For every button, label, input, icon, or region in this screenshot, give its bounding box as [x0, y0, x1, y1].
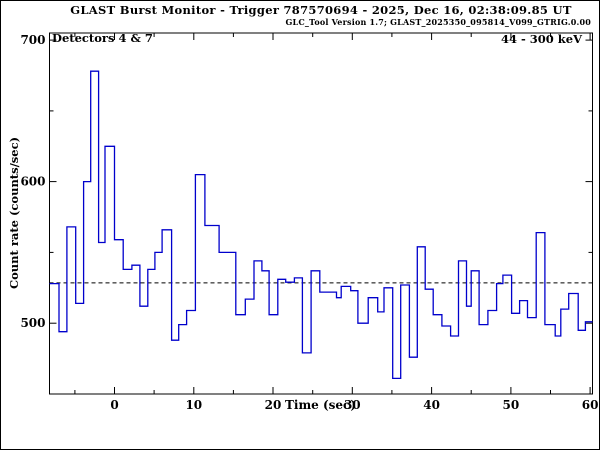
y-tick-label: 600	[20, 175, 45, 189]
x-tick-label: 10	[185, 398, 202, 412]
x-axis-ticks: 0 10 20 30 40 50 60	[74, 33, 599, 412]
detectors-label: Detectors 4 & 7	[52, 31, 153, 45]
x-tick-label: 0	[110, 398, 118, 412]
plot-frame	[49, 32, 593, 395]
plot-title: GLAST Burst Monitor - Trigger 787570694 …	[70, 3, 572, 17]
x-tick-label: 40	[423, 398, 440, 412]
x-axis-label: Time (sec)	[284, 398, 357, 412]
y-tick-label: 500	[20, 316, 45, 330]
x-tick-label: 30	[344, 398, 361, 412]
x-tick-label: 50	[503, 398, 520, 412]
tool-version-label: GLC_Tool Version 1.7; GLAST_2025350_0958…	[285, 17, 591, 27]
count-rate-step-line	[49, 70, 593, 380]
energy-range-label: 44 - 300 keV	[501, 32, 582, 46]
y-tick-label: 700	[20, 33, 45, 47]
y-axis-ticks: 500 600 700	[20, 33, 593, 330]
x-tick-label: 60	[582, 398, 599, 412]
x-tick-label: 20	[265, 398, 282, 412]
